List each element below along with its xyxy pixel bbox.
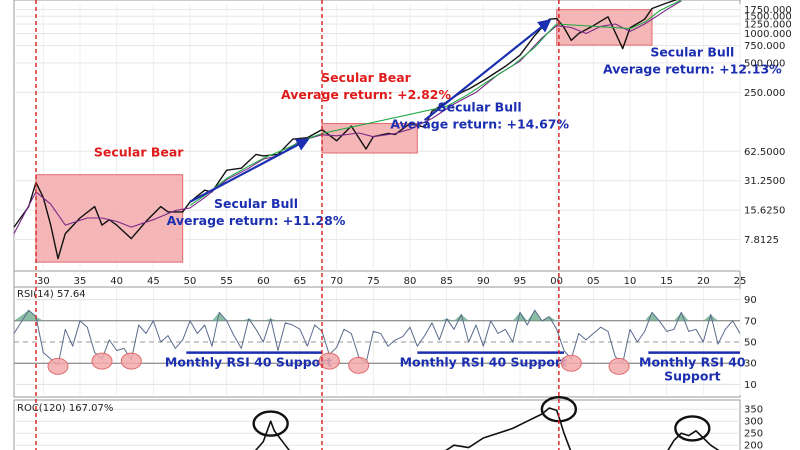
x-tick-label: 15	[660, 276, 673, 287]
rsi-oversold-circle	[560, 354, 582, 372]
x-tick-label: 30	[37, 276, 50, 287]
roc-line	[254, 407, 720, 450]
rsi-support-lines: Monthly RSI 40 Support Monthly RSI 40 Sup…	[165, 351, 746, 383]
price-y-tick-label: 750.000	[744, 41, 785, 52]
x-tick-label: 10	[624, 276, 637, 287]
annotation-text: Secular Bull	[438, 99, 522, 114]
rsi-support-label: Support	[664, 368, 721, 383]
roc-series	[254, 407, 720, 450]
trend-arrows	[189, 19, 552, 203]
rsi-oversold-circle	[120, 352, 142, 370]
rsi-oversold-circle	[318, 352, 340, 370]
rsi-support-label: Monthly RSI 40 Support	[165, 354, 333, 369]
price-y-tick-label: 31.2500	[744, 176, 785, 187]
x-tick-label: 80	[404, 276, 417, 287]
roc-peak-circle	[674, 415, 711, 442]
secular-boundary-lines	[35, 0, 560, 450]
roc-gridlines	[14, 408, 740, 446]
x-tick-label: 00	[550, 276, 563, 287]
price-y-tick-label: 250.000	[744, 88, 785, 99]
rsi-label: RSI(14) 57.64	[17, 289, 86, 300]
price-series-line	[13, 0, 682, 234]
trend-arrow	[189, 138, 310, 203]
rsi-oversold-circle	[47, 357, 69, 375]
annotation-text: Secular Bull	[214, 196, 298, 211]
annotation-text: Secular Bull	[650, 45, 734, 60]
price-series	[13, 0, 682, 260]
rsi-y-tick-label: 90	[744, 295, 757, 306]
secular-bear-region	[35, 174, 184, 263]
rsi-y-tick-label: 30	[744, 359, 757, 370]
x-tick-label: 70	[330, 276, 343, 287]
price-gridlines	[14, 4, 741, 271]
x-tick-label: 20	[697, 276, 710, 287]
price-y-tick-label: 15.6250	[744, 206, 785, 217]
x-tick-label: 50	[184, 276, 197, 287]
x-tick-label: 35	[74, 276, 87, 287]
price-y-tick-label: 500.000	[744, 58, 785, 69]
rsi-oversold-circle	[608, 357, 630, 375]
x-tick-label: 60	[257, 276, 270, 287]
x-tick-label: 25	[734, 276, 747, 287]
x-tick-label: 05	[587, 276, 600, 287]
rsi-y-tick-label: 10	[744, 380, 757, 391]
rsi-y-axis: 90 70 50 30 10	[744, 295, 757, 391]
rsi-gridlines	[14, 289, 741, 395]
rsi-circles	[47, 352, 630, 375]
price-y-tick-label: 1750.000	[744, 5, 792, 16]
price-y-tick-label: 7.8125	[744, 235, 779, 246]
roc-y-tick-label: 250	[744, 429, 763, 440]
rsi-support-label: Monthly RSI 40	[639, 354, 746, 369]
annotation-text: Average return: +2.82%	[281, 87, 451, 102]
roc-y-tick-label: 300	[744, 417, 763, 428]
rsi-y-tick-label: 50	[744, 338, 757, 349]
roc-y-tick-label: 350	[744, 405, 763, 416]
price-y-tick-label: 1250.000	[744, 19, 792, 30]
annotation-text: Secular Bear	[321, 70, 411, 85]
x-tick-label: 45	[147, 276, 160, 287]
annotation-text: Average return: +12.13%	[603, 62, 782, 77]
x-axis: 30 35 40 45 50 55 60 65 70 75 80 85 90 95 00 05 10 15 20 25	[37, 276, 746, 287]
roc-peak-circle	[252, 410, 289, 437]
roc-panel	[13, 399, 741, 450]
roc-label: ROC(120) 167.07%	[17, 403, 113, 414]
price-y-tick-label: 1500.000	[744, 12, 792, 23]
roc-y-tick-label: 200	[744, 441, 763, 450]
roc-y-axis: 350300250200150	[744, 405, 763, 450]
x-tick-label: 90	[477, 276, 490, 287]
annotation-text: Average return: +11.28%	[167, 213, 346, 228]
annotation-text: Secular Bear	[94, 145, 184, 160]
rsi-y-tick-label: 70	[744, 316, 757, 327]
rsi-oversold-circle	[91, 352, 113, 370]
price-y-tick-label: 62.5000	[744, 147, 785, 158]
trend-arrow	[423, 19, 552, 122]
x-tick-label: 95	[514, 276, 527, 287]
price-y-tick-label: 1000.000	[744, 29, 792, 40]
rsi-oversold-circle	[348, 356, 370, 374]
x-tick-label: 40	[110, 276, 123, 287]
x-tick-label: 55	[220, 276, 233, 287]
x-tick-label: 65	[294, 276, 307, 287]
price-series-line	[13, 0, 678, 260]
annotation-text: Average return: +14.67%	[390, 116, 569, 131]
price-series-line	[189, 0, 682, 206]
x-tick-label: 85	[440, 276, 453, 287]
rsi-support-label: Monthly RSI 40 Support	[400, 354, 568, 369]
x-tick-label: 75	[367, 276, 380, 287]
